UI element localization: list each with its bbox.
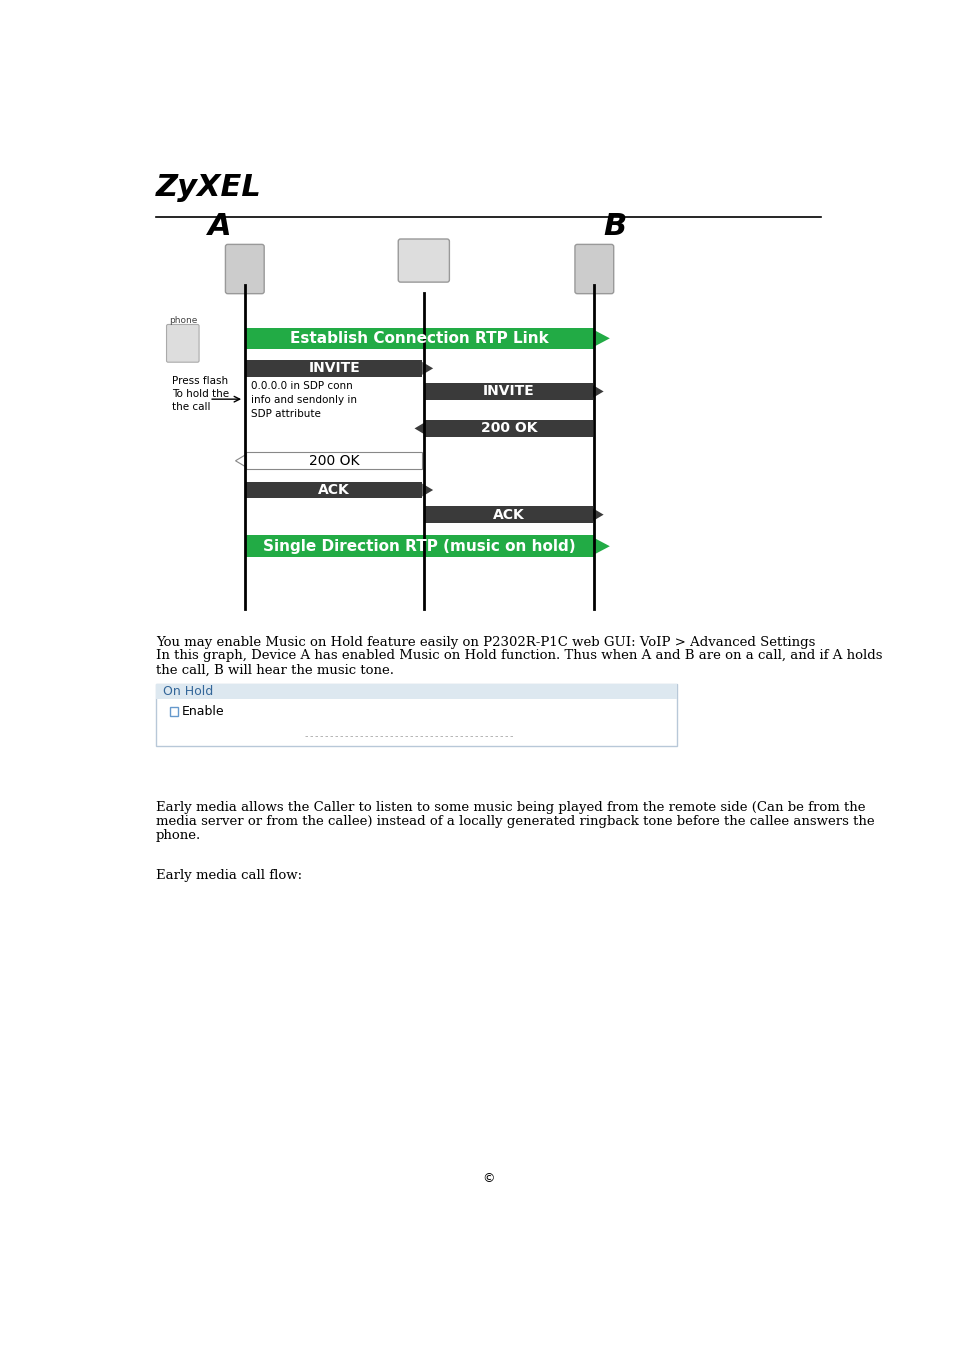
Text: Early media call flow:: Early media call flow: (155, 869, 301, 882)
Text: You may enable Music on Hold feature easily on P2302R-P1C web GUI: VoIP > Advanc: You may enable Music on Hold feature eas… (155, 636, 814, 648)
Polygon shape (592, 385, 603, 398)
FancyBboxPatch shape (170, 707, 178, 716)
Text: On Hold: On Hold (163, 686, 213, 698)
Text: Press flash
To hold the
the call: Press flash To hold the the call (172, 377, 229, 413)
Polygon shape (246, 360, 422, 377)
Text: phone.: phone. (155, 829, 201, 842)
Text: phone: phone (170, 316, 197, 325)
FancyBboxPatch shape (397, 239, 449, 282)
Text: INVITE: INVITE (482, 385, 535, 398)
FancyBboxPatch shape (155, 684, 677, 699)
Polygon shape (422, 362, 433, 375)
Text: B: B (603, 212, 626, 240)
Polygon shape (245, 328, 594, 350)
Polygon shape (245, 536, 594, 558)
Polygon shape (594, 539, 609, 555)
Polygon shape (425, 506, 592, 524)
Text: In this graph, Device A has enabled Music on Hold function. Thus when A and B ar: In this graph, Device A has enabled Musi… (155, 649, 882, 663)
Polygon shape (235, 455, 246, 467)
Text: the call, B will hear the music tone.: the call, B will hear the music tone. (155, 663, 394, 676)
Text: ©: © (482, 1172, 495, 1184)
Polygon shape (425, 420, 592, 437)
Polygon shape (594, 331, 609, 347)
Text: Single Direction RTP (music on hold): Single Direction RTP (music on hold) (263, 539, 576, 553)
Polygon shape (422, 483, 433, 497)
Text: ACK: ACK (318, 483, 350, 497)
FancyBboxPatch shape (575, 244, 613, 294)
Polygon shape (415, 423, 425, 435)
Text: media server or from the callee) instead of a locally generated ringback tone be: media server or from the callee) instead… (155, 815, 873, 828)
Text: Early media allows the Caller to listen to some music being played from the remo: Early media allows the Caller to listen … (155, 801, 864, 814)
Text: ACK: ACK (493, 508, 524, 521)
Text: Establish Connection RTP Link: Establish Connection RTP Link (290, 331, 548, 346)
Text: 0.0.0.0 in SDP conn
info and sendonly in
SDP attribute: 0.0.0.0 in SDP conn info and sendonly in… (251, 381, 356, 418)
Text: INVITE: INVITE (308, 362, 360, 375)
Text: 200 OK: 200 OK (480, 421, 537, 436)
Text: ZyXEL: ZyXEL (155, 173, 261, 202)
Polygon shape (246, 452, 422, 470)
Polygon shape (246, 482, 422, 498)
Text: A: A (208, 212, 232, 240)
FancyBboxPatch shape (155, 684, 677, 745)
FancyBboxPatch shape (167, 324, 199, 362)
FancyBboxPatch shape (225, 244, 264, 294)
Polygon shape (425, 383, 592, 400)
Text: 200 OK: 200 OK (309, 454, 359, 467)
Text: Enable: Enable (182, 705, 224, 718)
Polygon shape (592, 508, 603, 521)
